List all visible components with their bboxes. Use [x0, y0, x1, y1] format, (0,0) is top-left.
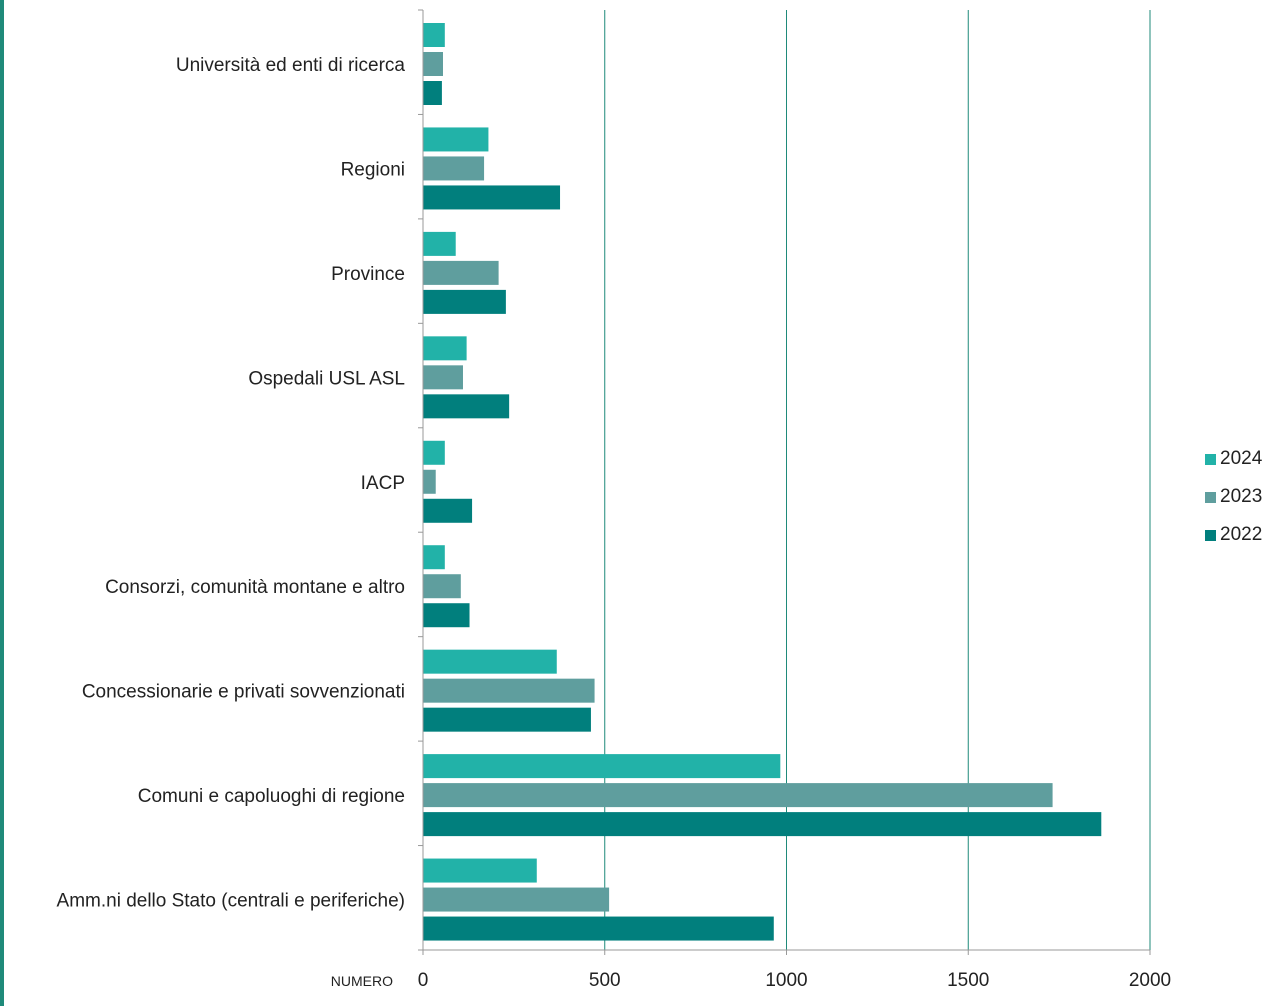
bar-2022	[423, 185, 561, 210]
bar-2022	[423, 81, 442, 105]
bar-2024	[423, 231, 456, 256]
category-label: IACP	[361, 473, 405, 494]
bar-2023	[423, 887, 610, 912]
x-tick-label: 0	[418, 970, 429, 991]
legend-swatch	[1205, 491, 1216, 503]
x-tick-label: 500	[589, 970, 621, 991]
bar-2023	[423, 52, 443, 76]
bar-2024	[423, 545, 445, 570]
legend-item-2024: 2024	[1205, 440, 1262, 478]
category-label: Ospedali USL ASL	[248, 368, 405, 389]
category-label: Comuni e capoluoghi di regione	[138, 786, 405, 807]
category-label: Amm.ni dello Stato (centrali e periferic…	[57, 891, 405, 912]
legend-swatch	[1205, 529, 1216, 541]
bar-2024	[423, 754, 781, 779]
bar-chart: 0 500 1000 1500 2000 Università ed enti di r…	[57, 9, 1171, 991]
bar-2022	[423, 498, 473, 523]
legend-item-2023: 2023	[1205, 478, 1262, 516]
axes: 0 500 1000 1500 2000	[418, 9, 1171, 991]
x-tick-label: 1000	[765, 970, 807, 991]
gridlines	[604, 10, 1151, 950]
x-tick-label: 1500	[947, 970, 989, 991]
bar-2022	[423, 394, 510, 419]
bar-2023	[423, 574, 461, 599]
bar-2022	[423, 603, 470, 628]
bar-2023	[423, 156, 485, 181]
legend-label: 2022	[1220, 524, 1263, 545]
legend: 2024 2023 2022	[1205, 440, 1262, 554]
legend-label: 2024	[1220, 448, 1263, 469]
bar-2022	[423, 812, 1102, 837]
bar-2024	[423, 649, 557, 674]
bar-2024	[423, 440, 445, 465]
category-label: Province	[331, 264, 405, 285]
bar-2023	[423, 469, 436, 494]
bar-2023	[423, 678, 595, 703]
legend-swatch	[1205, 453, 1216, 465]
bar-2022	[423, 289, 506, 314]
category-labels: Università ed enti di ricerca Regioni Prov…	[57, 55, 406, 912]
bar-2023	[423, 260, 499, 285]
left-accent-bar	[0, 0, 4, 1006]
category-label: Concessionarie e privati sovvenzionati	[82, 682, 405, 703]
bar-2024	[423, 858, 537, 883]
category-label: Consorzi, comunità montane e altro	[105, 577, 405, 598]
category-label: Regioni	[341, 159, 405, 180]
legend-label: 2023	[1220, 486, 1263, 507]
bar-2023	[423, 365, 463, 390]
bars	[423, 23, 1102, 941]
bar-2022	[423, 707, 591, 732]
legend-item-2022: 2022	[1205, 516, 1262, 554]
category-label: Università ed enti di ricerca	[176, 55, 406, 76]
bar-2024	[423, 23, 445, 47]
x-axis-title: NUMERO	[331, 973, 393, 989]
bar-2024	[423, 336, 467, 361]
bar-2024	[423, 127, 489, 152]
bar-2022	[423, 916, 774, 941]
bar-2023	[423, 783, 1053, 808]
x-tick-label: 2000	[1129, 970, 1171, 991]
